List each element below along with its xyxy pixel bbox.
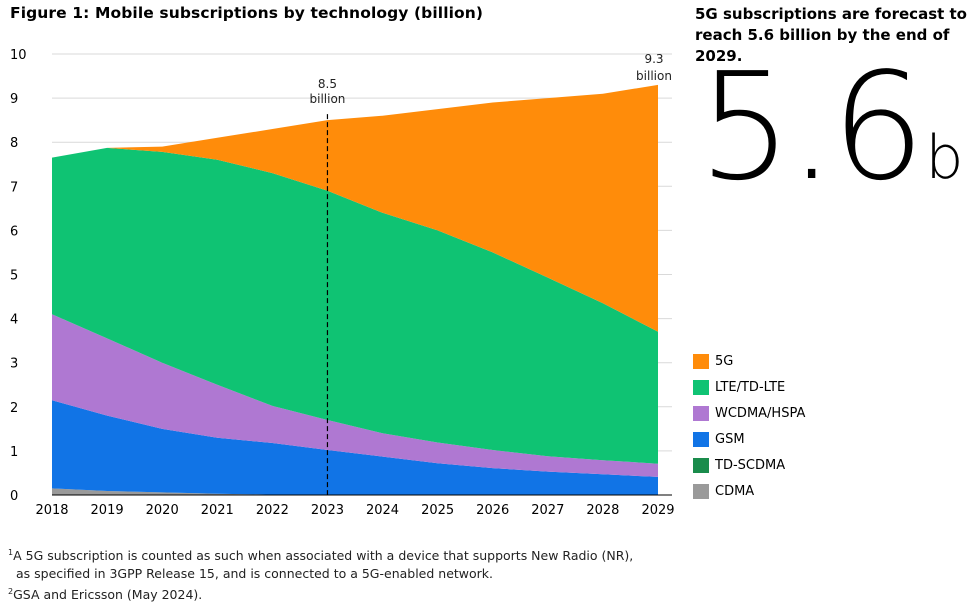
footnote-1: 1A 5G subscription is counted as such wh… (8, 548, 634, 564)
y-tick-label: 2 (10, 401, 18, 416)
x-tick-label: 2019 (91, 503, 124, 518)
x-tick-label: 2027 (531, 503, 564, 518)
x-tick-label: 2026 (476, 503, 509, 518)
annotation-label: 9.3 (644, 52, 663, 66)
legend-swatch (693, 353, 709, 369)
chart-title: Figure 1: Mobile subscriptions by techno… (10, 4, 484, 22)
forecast-headline: 5G subscriptions are forecast to reach 5… (695, 5, 967, 65)
legend-item: TD-SCDMA (693, 452, 805, 478)
chart-legend: 5G LTE/TD-LTE WCDMA/HSPA GSM TD-SCDMA CDMA (693, 348, 805, 504)
y-tick-label: 8 (10, 136, 18, 151)
x-tick-label: 2024 (366, 503, 399, 518)
x-tick-label: 2028 (586, 503, 619, 518)
legend-item: CDMA (693, 478, 805, 504)
legend-swatch (693, 379, 709, 395)
legend-swatch (693, 431, 709, 447)
y-tick-label: 0 (10, 489, 18, 504)
y-tick-label: 6 (10, 224, 18, 239)
legend-label: LTE/TD-LTE (715, 379, 786, 395)
x-tick-label: 2022 (256, 503, 289, 518)
footnote-1-continued: as specified in 3GPP Release 15, and is … (16, 566, 494, 582)
legend-item: LTE/TD-LTE (693, 374, 805, 400)
y-tick-label: 10 (10, 48, 27, 63)
annotation-label: billion (636, 69, 672, 83)
annotation-label: 8.5 (318, 77, 337, 91)
x-tick-label: 2020 (146, 503, 179, 518)
legend-swatch (693, 405, 709, 421)
y-tick-label: 9 (10, 92, 18, 107)
y-tick-label: 4 (10, 313, 18, 328)
legend-item: 5G (693, 348, 805, 374)
footnote-2: 2GSA and Ericsson (May 2024). (8, 587, 203, 603)
footnotes: 1A 5G subscription is counted as such wh… (8, 544, 633, 604)
legend-swatch (693, 457, 709, 473)
legend-label: 5G (715, 353, 734, 369)
area-chart: 0 1 2 3 4 5 6 7 8 9 10 2018 2019 2020 2021 2022 2023 2024… (10, 48, 675, 518)
big-number: 5.6bn (698, 52, 969, 233)
x-tick-label: 2018 (35, 503, 68, 518)
legend-label: TD-SCDMA (715, 457, 786, 473)
y-tick-label: 3 (10, 357, 18, 372)
area-lte-td-lte (52, 147, 658, 464)
area-cdma (52, 488, 658, 495)
legend-label: GSM (715, 431, 745, 447)
area-5g (52, 84, 658, 332)
legend-item: WCDMA/HSPA (693, 400, 805, 426)
annotation-label: billion (310, 92, 346, 106)
y-tick-label: 7 (10, 180, 18, 195)
legend-label: CDMA (715, 483, 755, 499)
area-gsm (52, 400, 658, 495)
legend-label: WCDMA/HSPA (715, 405, 806, 421)
legend-item: GSM (693, 426, 805, 452)
x-tick-label: 2021 (201, 503, 234, 518)
x-tick-label: 2025 (421, 503, 454, 518)
x-tick-label: 2023 (311, 503, 344, 518)
big-number-value: 5.6 (698, 41, 925, 213)
big-number-unit: bn (925, 123, 969, 193)
area-wcdma-hspa (52, 314, 658, 477)
x-tick-label: 2029 (641, 503, 674, 518)
y-tick-label: 5 (10, 269, 18, 284)
y-tick-label: 1 (10, 445, 18, 460)
legend-swatch (693, 483, 709, 499)
